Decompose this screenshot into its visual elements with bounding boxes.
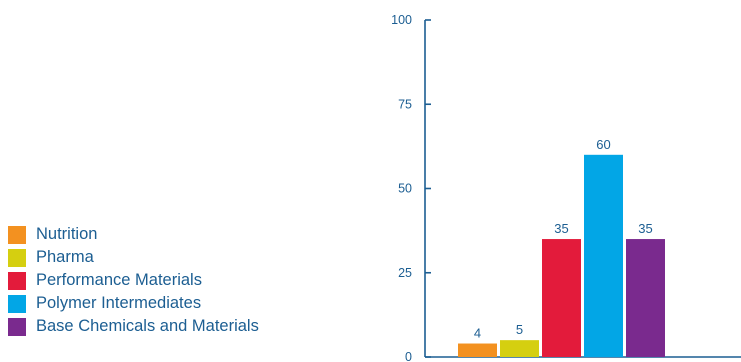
bar-value-label: 5	[516, 322, 523, 337]
legend-label-nutrition: Nutrition	[36, 225, 98, 243]
legend-label-polymer-intermediates: Polymer Intermediates	[36, 294, 202, 312]
y-tick-label: 0	[405, 350, 412, 362]
y-tick-label: 50	[398, 182, 412, 196]
legend-item-pharma: Pharma	[8, 246, 259, 269]
bar-value-label: 35	[638, 221, 652, 236]
bar-3	[584, 154, 623, 357]
bar-2	[542, 239, 581, 357]
legend-swatch-pharma	[8, 248, 26, 267]
legend-swatch-base-chemicals	[8, 317, 26, 336]
legend-item-polymer-intermediates: Polymer Intermediates	[8, 292, 259, 315]
legend-item-nutrition: Nutrition	[8, 223, 259, 246]
y-tick-label: 25	[398, 266, 412, 280]
value-labels: 4 5 35 60 35	[474, 137, 653, 341]
y-tick-label: 75	[398, 97, 412, 111]
bar-0	[458, 343, 497, 357]
legend-label-pharma: Pharma	[36, 248, 94, 266]
legend-item-performance-materials: Performance Materials	[8, 269, 259, 292]
legend-swatch-polymer-intermediates	[8, 294, 26, 313]
bar-value-label: 4	[474, 326, 481, 341]
legend: Nutrition Pharma Performance Materials P…	[8, 223, 259, 338]
y-tick-label: 100	[391, 13, 412, 27]
legend-swatch-nutrition	[8, 225, 26, 244]
legend-label-performance-materials: Performance Materials	[36, 271, 202, 289]
y-axis: 0 25 50 75 100	[391, 13, 431, 362]
legend-item-base-chemicals: Base Chemicals and Materials	[8, 315, 259, 338]
bar-value-label: 35	[554, 221, 568, 236]
bar-value-label: 60	[596, 137, 610, 152]
legend-swatch-performance-materials	[8, 271, 26, 290]
bars	[458, 154, 665, 357]
bar-1	[500, 340, 539, 357]
legend-label-base-chemicals: Base Chemicals and Materials	[36, 317, 259, 335]
bar-4	[626, 239, 665, 357]
